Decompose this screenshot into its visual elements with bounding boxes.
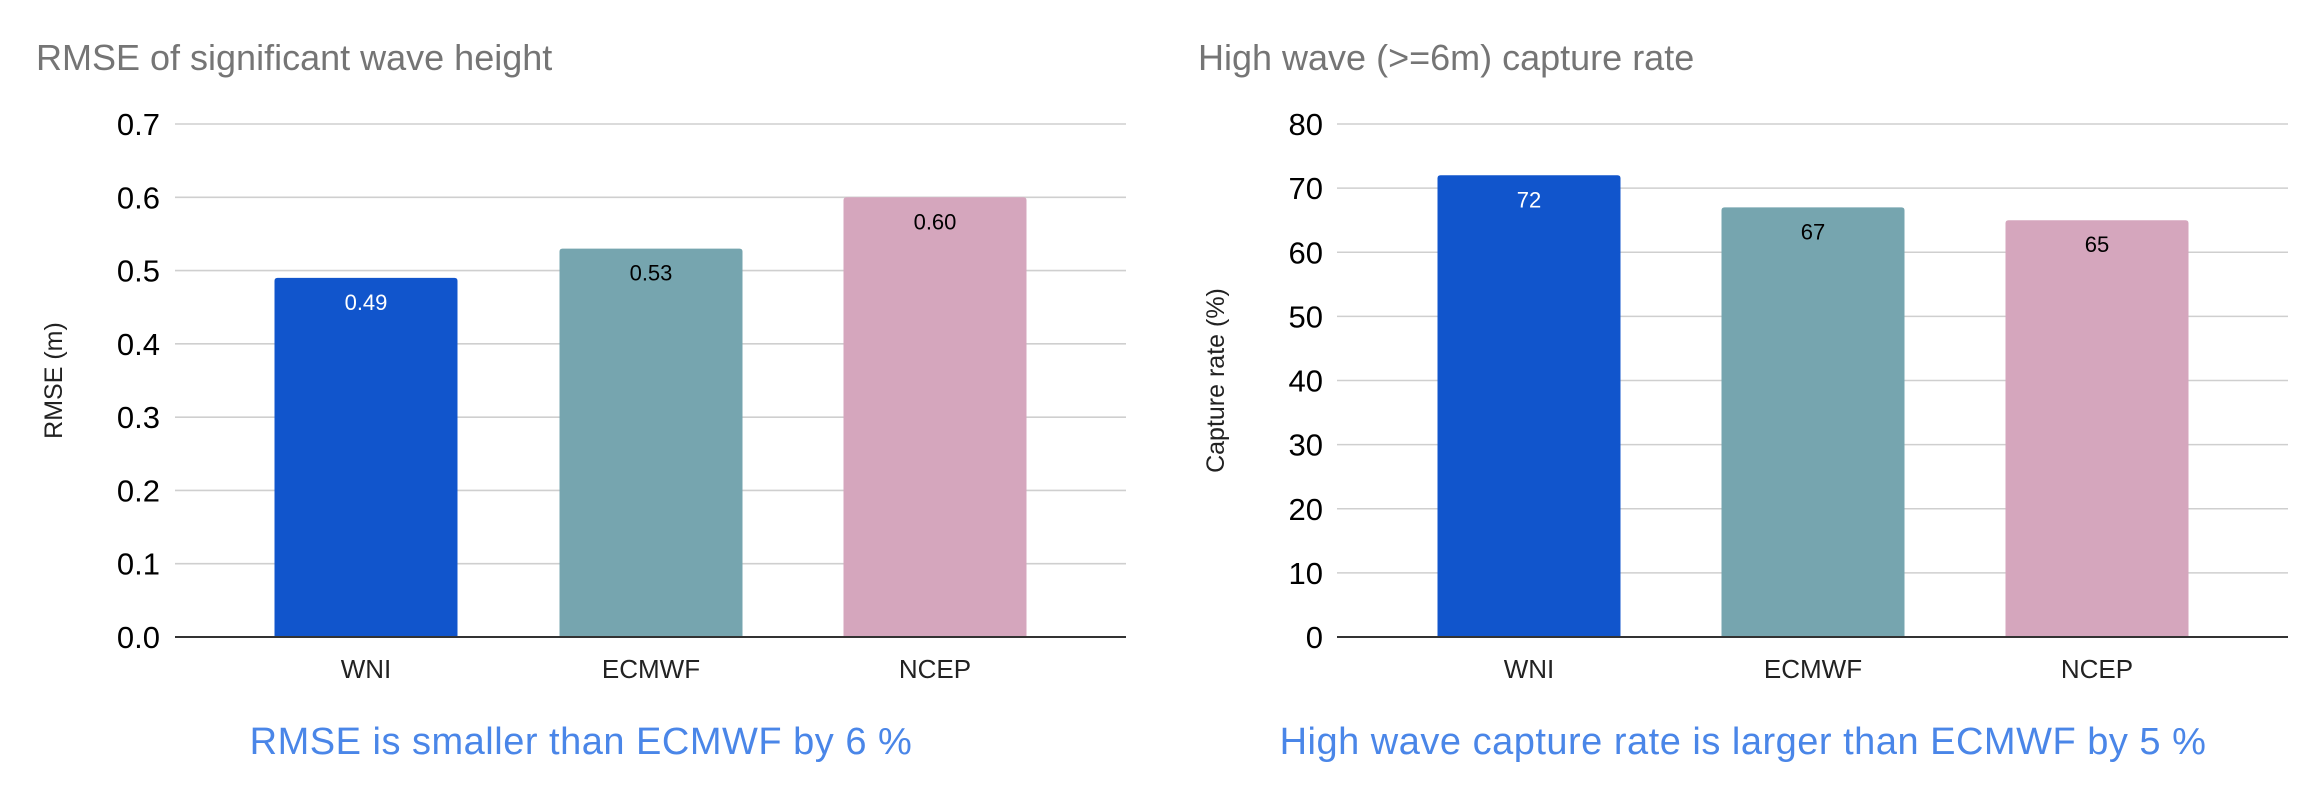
data-label: 0.49 — [345, 290, 388, 315]
data-label: 0.60 — [914, 209, 957, 234]
bar-ecmwf — [1721, 207, 1905, 638]
y-tick-label: 0.3 — [117, 400, 160, 435]
y-tick-label: 0.1 — [117, 547, 160, 582]
data-label: 67 — [1801, 219, 1825, 244]
bar-wni — [1437, 175, 1621, 638]
chart-title: High wave (>=6m) capture rate — [1198, 37, 1694, 78]
chart-panel-2: High wave (>=6m) capture rate 0 10 20 30 40 50… — [1198, 37, 2288, 763]
chart-caption: RMSE is smaller than ECMWF by 6 % — [250, 721, 913, 763]
chart-title: RMSE of significant wave height — [36, 37, 552, 78]
bar-ncep — [843, 197, 1027, 638]
y-tick-label: 0.4 — [117, 327, 160, 362]
y-tick-label: 30 — [1289, 428, 1323, 463]
y-tick-label: 0.0 — [117, 620, 160, 655]
y-tick-label: 0 — [1306, 620, 1323, 655]
chart-caption: High wave capture rate is larger than EC… — [1280, 721, 2207, 763]
y-tick-label: 20 — [1289, 492, 1323, 527]
y-axis-label: Capture rate (%) — [1202, 288, 1230, 473]
y-tick-label: 80 — [1289, 107, 1323, 142]
data-label: 0.53 — [630, 261, 673, 286]
y-tick-label: 50 — [1289, 299, 1323, 334]
y-tick-label: 10 — [1289, 556, 1323, 591]
bar-ecmwf — [559, 248, 743, 638]
y-tick-label: 70 — [1289, 171, 1323, 206]
x-tick-label: ECMWF — [602, 654, 700, 684]
y-tick-label: 0.2 — [117, 473, 160, 508]
y-tick-label: 0.5 — [117, 254, 160, 289]
y-tick-label: 40 — [1289, 364, 1323, 399]
y-tick-label: 0.7 — [117, 107, 160, 142]
chart-panel-1: RMSE of significant wave height 0.0 0.1 0.2… — [36, 37, 1126, 763]
x-tick-label: ECMWF — [1764, 654, 1862, 684]
data-label: 65 — [2085, 232, 2109, 257]
data-label: 72 — [1517, 187, 1541, 212]
y-tick-label: 60 — [1289, 235, 1323, 270]
x-tick-label: WNI — [341, 654, 392, 684]
y-axis-label: RMSE (m) — [40, 322, 68, 439]
x-tick-label: NCEP — [899, 654, 971, 684]
x-tick-label: NCEP — [2061, 654, 2133, 684]
bar-ncep — [2005, 220, 2189, 637]
x-tick-label: WNI — [1504, 654, 1555, 684]
bar-wni — [274, 277, 458, 637]
y-tick-label: 0.6 — [117, 180, 160, 215]
